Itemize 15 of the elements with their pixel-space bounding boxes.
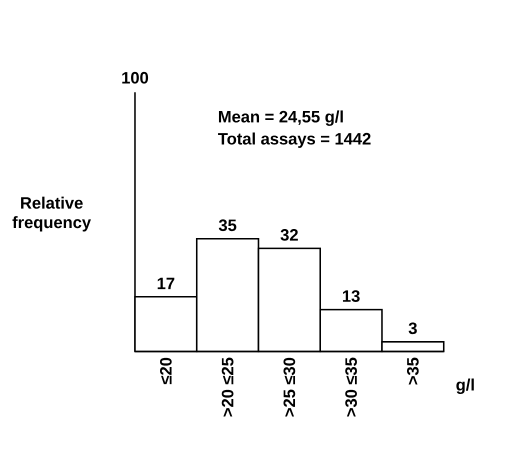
x-tick-label: ≤20 xyxy=(160,358,172,384)
x-tick-label: >35 xyxy=(406,358,419,384)
text: Total assays = 1442 xyxy=(218,132,371,148)
data-label: 35 xyxy=(218,219,236,232)
data-label: 13 xyxy=(342,290,360,302)
data-label: 3 xyxy=(408,322,417,334)
data-label: 17 xyxy=(158,278,174,290)
data-label: 32 xyxy=(280,229,298,241)
text: Mean = 24,55 g/l xyxy=(218,110,343,126)
x-tick-label: >20 ≤25 xyxy=(222,358,234,416)
x-tick-label: >25 ≤30 xyxy=(283,358,296,416)
y-axis-title: Relative frequency xyxy=(12,196,91,232)
text: 100 xyxy=(122,72,148,84)
x-axis-title: g/l xyxy=(456,378,474,394)
x-tick-label: >30 ≤35 xyxy=(345,358,357,416)
